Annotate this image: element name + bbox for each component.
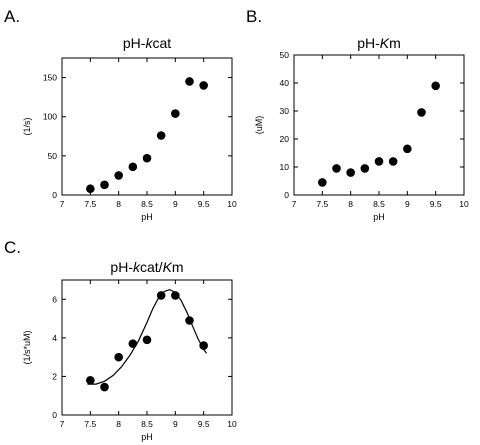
data-point	[185, 77, 194, 86]
x-tick-label: 7	[60, 199, 65, 209]
x-axis-label: pH	[141, 432, 153, 442]
y-axis-label: (uM)	[254, 116, 264, 135]
x-tick-label: 7.5	[84, 419, 96, 429]
x-axis-label: pH	[373, 212, 385, 222]
chart-title: pH-kcat/Km	[110, 259, 183, 275]
data-point	[100, 180, 109, 190]
panel-b: B. pH-Km 7 7.5 8 8.5 9 9.5 10 0 10 20 30 40 50 pH (uM)	[246, 7, 469, 222]
panel-letter: B.	[246, 7, 262, 26]
x-tick-label: 8	[348, 199, 353, 209]
chart-title: pH-Km	[357, 35, 401, 51]
data-point	[431, 81, 440, 91]
x-tick-label: 7	[60, 419, 65, 429]
data-point	[332, 164, 341, 173]
x-tick-label: 9	[173, 419, 178, 429]
y-tick-label: 20	[280, 134, 290, 144]
y-tick-label: 4	[52, 333, 57, 343]
data-point	[388, 157, 398, 166]
data-point	[128, 339, 138, 348]
x-tick-label: 7.5	[84, 199, 96, 209]
x-tick-label: 10	[227, 199, 237, 209]
y-tick-label: 0	[284, 190, 289, 200]
data-point	[318, 178, 327, 187]
y-tick-label: 30	[280, 106, 290, 116]
data-point	[86, 375, 95, 385]
y-tick-label: 50	[48, 151, 58, 161]
data-point	[403, 144, 412, 154]
data-point	[86, 184, 95, 194]
data-point	[417, 108, 426, 117]
x-tick-label: 9	[173, 199, 178, 209]
x-tick-label: 9.5	[198, 199, 210, 209]
plot-frame	[293, 54, 465, 196]
data-point	[360, 164, 370, 173]
y-tick-label: 2	[52, 371, 57, 381]
data-point	[142, 335, 152, 345]
data-point	[346, 168, 355, 177]
y-tick-label: 6	[52, 294, 57, 304]
x-tick-label: 10	[459, 199, 469, 209]
data-point	[156, 291, 166, 300]
panel-letter: A.	[4, 7, 20, 26]
data-point	[142, 153, 152, 163]
y-tick-label: 100	[43, 112, 57, 122]
data-point	[185, 316, 194, 325]
y-tick-label: 150	[43, 73, 57, 83]
x-axis-label: pH	[141, 212, 153, 222]
x-tick-label: 8	[116, 199, 121, 209]
y-tick-label: 0	[52, 410, 57, 420]
data-point	[171, 291, 180, 300]
data-point	[100, 382, 109, 392]
y-tick-label: 10	[280, 162, 290, 172]
panel-c: C. pH-kcat/Km 7 7.5 8 8.5 9 9.5 10 0 2 4 6 pH (1/s*uM)	[4, 238, 237, 442]
data-point	[128, 162, 138, 172]
y-axis-label: (1/s)	[22, 117, 32, 135]
data-point	[156, 131, 166, 140]
panel-letter: C.	[4, 238, 21, 257]
x-tick-label: 8.5	[141, 199, 153, 209]
x-tick-label: 8.5	[373, 199, 385, 209]
x-tick-label: 10	[227, 419, 237, 429]
x-tick-label: 9	[405, 199, 410, 209]
y-tick-label: 40	[280, 78, 290, 88]
data-point	[199, 341, 208, 350]
plot-frame	[61, 57, 233, 196]
y-tick-label: 50	[280, 50, 290, 60]
data-point	[199, 81, 208, 90]
y-tick-label: 0	[52, 190, 57, 200]
x-tick-label: 7.5	[316, 199, 328, 209]
x-tick-label: 8	[116, 419, 121, 429]
chart-title: pH-kcat	[123, 35, 171, 51]
data-point	[114, 171, 123, 180]
x-tick-label: 9.5	[430, 199, 442, 209]
x-tick-label: 9.5	[198, 419, 210, 429]
data-point	[114, 352, 123, 362]
x-tick-label: 8.5	[141, 419, 153, 429]
data-point	[171, 109, 180, 118]
x-tick-label: 7	[292, 199, 297, 209]
data-point	[374, 157, 384, 166]
y-axis-label: (1/s*uM)	[22, 330, 32, 364]
